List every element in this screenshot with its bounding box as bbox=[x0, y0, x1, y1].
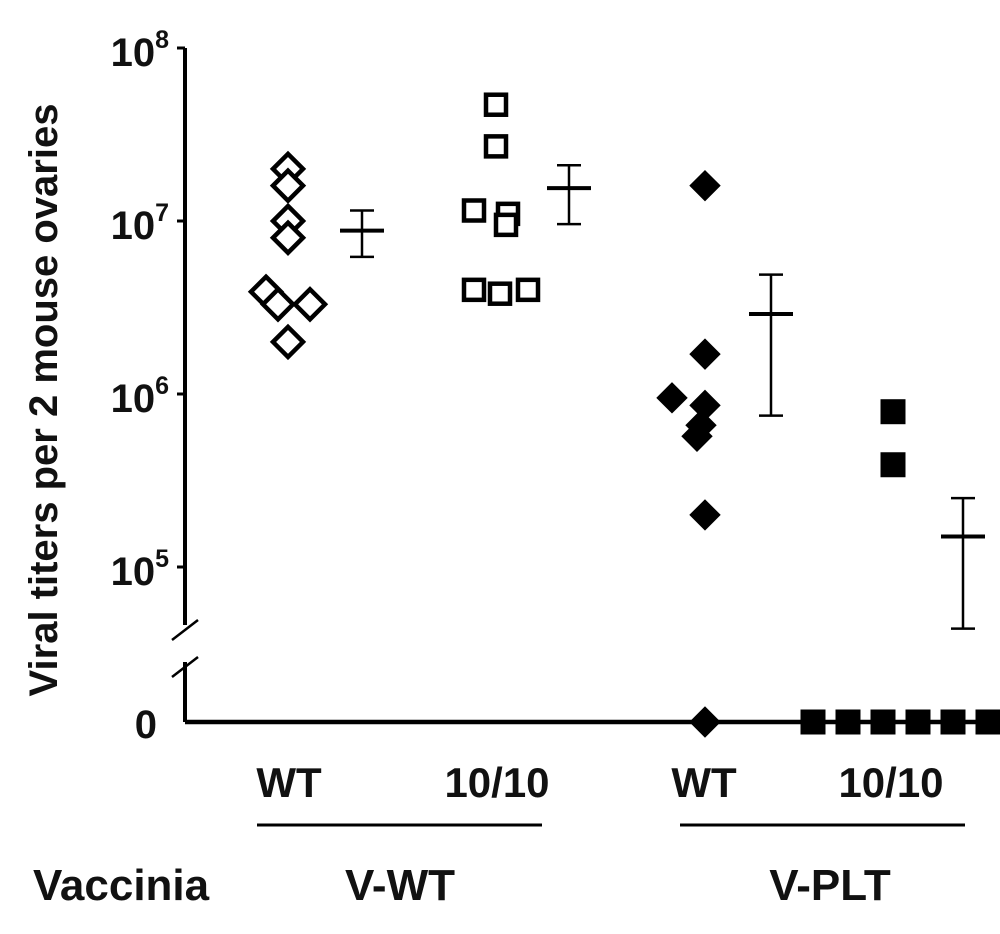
open-diamond-point bbox=[259, 286, 297, 323]
filled-square-point bbox=[975, 709, 1000, 735]
group-label: V-PLT bbox=[769, 861, 891, 910]
filled-diamond-point bbox=[689, 499, 721, 531]
open-square-point bbox=[515, 277, 541, 303]
y-axis-label: Viral titers per 2 mouse ovaries bbox=[22, 104, 66, 697]
y-tick-label: 108 bbox=[111, 26, 170, 75]
open-diamond-point bbox=[269, 323, 307, 361]
filled-square-point bbox=[800, 709, 826, 735]
axes bbox=[171, 48, 985, 725]
open-diamond-point bbox=[269, 219, 307, 256]
category-label: WT bbox=[671, 759, 737, 806]
category-label: WT bbox=[256, 759, 322, 806]
open-square-point bbox=[461, 277, 487, 303]
filled-square-point bbox=[835, 709, 861, 735]
y-tick-label: 107 bbox=[111, 199, 169, 248]
y-tick-label-zero: 0 bbox=[135, 703, 157, 747]
filled-square-point bbox=[940, 709, 966, 735]
open-square-point bbox=[461, 198, 487, 223]
x-category-labels: WT 10/10 V-WT WT 10/10 V-PLT bbox=[256, 759, 965, 910]
filled-square-point bbox=[880, 399, 906, 425]
filled-square-point bbox=[870, 709, 896, 735]
category-label: 10/10 bbox=[444, 759, 549, 806]
open-square-point bbox=[483, 134, 509, 159]
filled-square-point bbox=[905, 709, 931, 735]
filled-diamond-point bbox=[689, 706, 721, 738]
y-tick-label: 105 bbox=[111, 545, 170, 594]
open-diamond-point bbox=[269, 167, 307, 204]
filled-diamond-point bbox=[689, 338, 721, 370]
filled-square-point bbox=[880, 452, 906, 478]
axis-break-mark-bottom bbox=[171, 656, 199, 678]
open-square-point bbox=[493, 212, 519, 238]
y-ticks: 108 107 106 105 0 bbox=[111, 26, 185, 747]
open-diamond-point bbox=[291, 286, 329, 323]
vaccinia-row-label: Vaccinia bbox=[33, 861, 210, 910]
filled-diamond-point bbox=[689, 169, 721, 202]
y-tick-label: 106 bbox=[111, 372, 169, 421]
filled-diamond-point bbox=[656, 382, 688, 414]
axis-break-mark-top bbox=[171, 619, 199, 641]
filled-diamond-point bbox=[681, 420, 713, 452]
category-label: 10/10 bbox=[838, 759, 943, 806]
error-bars bbox=[340, 164, 985, 630]
group-label: V-WT bbox=[345, 861, 455, 910]
open-square-point bbox=[483, 92, 509, 117]
open-square-point bbox=[487, 281, 513, 306]
data-points bbox=[247, 92, 1000, 738]
